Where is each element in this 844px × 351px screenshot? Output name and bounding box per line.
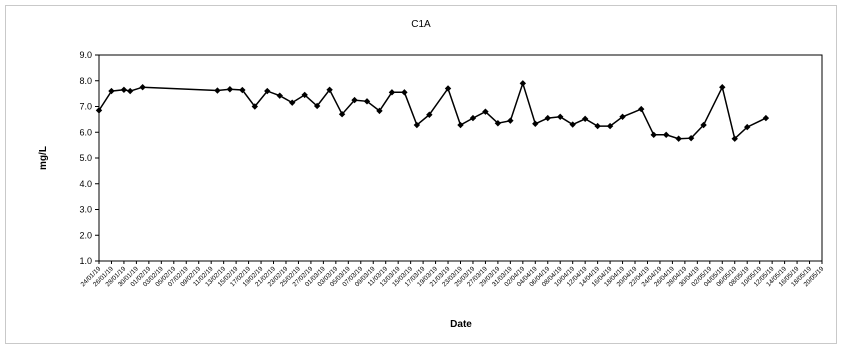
- data-point: [581, 115, 589, 123]
- y-tick-label: 2.0: [79, 230, 92, 240]
- data-point: [214, 87, 221, 94]
- data-point: [289, 99, 296, 106]
- data-point: [276, 92, 283, 99]
- data-point: [95, 107, 103, 114]
- data-point: [426, 111, 433, 118]
- data-point: [532, 120, 539, 127]
- y-tick-label: 8.0: [79, 76, 92, 86]
- data-point: [413, 121, 421, 129]
- data-point: [675, 135, 682, 142]
- y-tick-label: 9.0: [79, 50, 92, 60]
- data-point: [301, 91, 308, 99]
- data-point: [650, 131, 657, 139]
- line-chart: C1A mg/L Date 1.0 2.0 3.0 4.0 5.0 6.0 7.0 8.0 9.…: [38, 19, 826, 330]
- data-point: [139, 83, 146, 91]
- y-tick-label: 5.0: [79, 153, 92, 163]
- data-point: [338, 111, 346, 118]
- data-point: [363, 98, 371, 105]
- data-point: [251, 103, 259, 110]
- data-point: [313, 102, 321, 110]
- x-axis-title: Date: [450, 319, 472, 330]
- series-markers: [95, 80, 770, 142]
- data-point: [719, 83, 726, 91]
- data-point: [700, 121, 707, 129]
- data-point: [444, 85, 452, 92]
- data-point: [507, 117, 514, 124]
- data-point: [519, 80, 527, 87]
- data-point: [376, 107, 383, 115]
- data-point: [388, 89, 396, 96]
- data-point: [401, 89, 408, 96]
- data-point: [482, 108, 489, 115]
- data-point: [226, 86, 234, 93]
- data-point: [351, 96, 358, 104]
- data-point: [638, 105, 645, 113]
- y-tick-label: 7.0: [79, 102, 92, 112]
- chart-title: C1A: [411, 19, 431, 30]
- data-point: [544, 114, 551, 122]
- data-point: [731, 135, 738, 142]
- data-point: [264, 87, 271, 95]
- data-point: [762, 114, 770, 122]
- y-tick-label: 3.0: [79, 205, 92, 215]
- data-point: [744, 123, 751, 131]
- data-point: [619, 113, 626, 120]
- series-line: [98, 80, 767, 141]
- y-tick-label: 1.0: [79, 256, 92, 266]
- data-point: [239, 86, 246, 94]
- data-point: [606, 122, 614, 130]
- plot-area: [98, 54, 823, 262]
- y-axis: 1.0 2.0 3.0 4.0 5.0 6.0 7.0 8.0 9.0: [79, 50, 99, 266]
- data-point: [557, 113, 564, 120]
- data-point: [662, 131, 670, 139]
- data-point: [494, 120, 502, 127]
- y-tick-label: 4.0: [79, 179, 92, 189]
- chart-frame: C1A mg/L Date 1.0 2.0 3.0 4.0 5.0 6.0 7.0 8.0 9.…: [5, 5, 837, 344]
- data-point: [126, 87, 134, 95]
- data-point: [457, 121, 464, 129]
- y-tick-label: 6.0: [79, 127, 92, 137]
- x-axis: 24/01/1926/01/1928/01/1930/01/1901/02/19…: [80, 261, 826, 288]
- data-point: [326, 86, 333, 93]
- data-point: [120, 86, 128, 93]
- data-point: [594, 122, 601, 130]
- data-point: [108, 87, 115, 95]
- data-point: [469, 114, 477, 122]
- data-point: [569, 121, 576, 128]
- y-axis-title: mg/L: [38, 146, 49, 170]
- data-point: [687, 134, 695, 142]
